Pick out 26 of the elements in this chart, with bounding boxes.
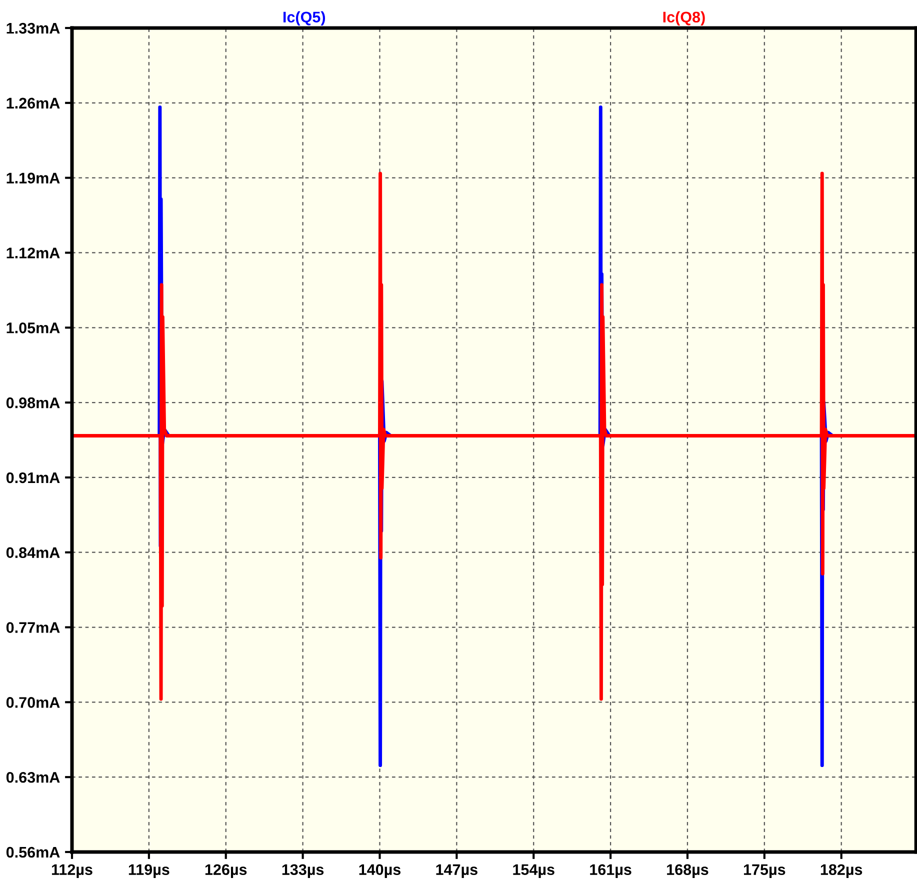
x-tick-label: 119µs <box>128 864 170 878</box>
line-series <box>72 172 916 701</box>
y-tick-label: 0.91mA <box>6 472 60 484</box>
x-tick-label: 147µs <box>436 864 478 878</box>
x-tick-label: 133µs <box>282 864 324 878</box>
y-tick-label: 0.84mA <box>6 547 60 558</box>
x-tick-label: 168µs <box>667 864 708 878</box>
y-tick-label: 1.19mA <box>6 172 60 184</box>
text: Ic(Q8) <box>663 11 705 26</box>
x-tick-label: 126µs <box>205 864 247 878</box>
x-tick-label: 140µs <box>359 864 401 878</box>
y-tick-label: 1.05mA <box>6 322 60 334</box>
y-tick-label: 0.70mA <box>6 697 60 708</box>
x-tick-label: 175µs <box>744 864 786 878</box>
y-tick-label: 0.63mA <box>6 772 60 783</box>
y-tick-label: 0.77mA <box>6 622 60 633</box>
x-tick-label: 182µs <box>820 864 862 878</box>
y-tick-label: 0.56mA <box>6 846 60 858</box>
x-tick-label: 112µs <box>52 864 92 878</box>
x-tick-label: 161µs <box>590 864 632 878</box>
y-tick-label: 0.98mA <box>6 397 60 408</box>
x-tick-label: 154µs <box>513 864 554 878</box>
y-tick-label: 1.26mA <box>6 98 60 109</box>
y-tick-label: 1.12mA <box>6 248 60 258</box>
y-tick-label: 1.33mA <box>6 22 60 34</box>
text: Ic(Q5) <box>284 11 326 26</box>
